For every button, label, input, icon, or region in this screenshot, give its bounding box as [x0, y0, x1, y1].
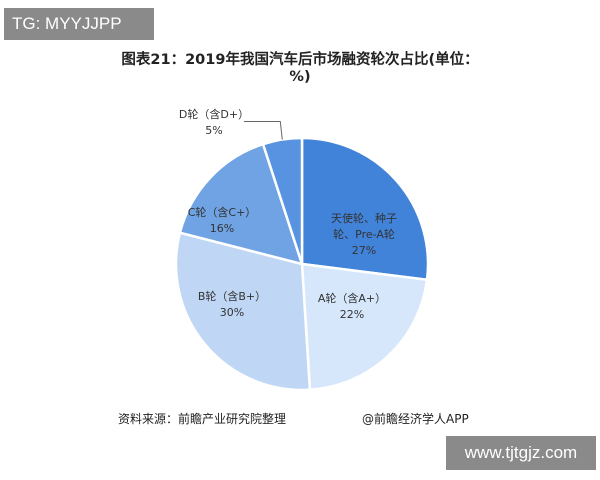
slice-label: 轮、Pre-A轮: [333, 227, 395, 241]
slice-label: B轮（含B+）: [198, 289, 266, 303]
source-note: 资料来源：前瞻产业研究院整理: [118, 412, 287, 426]
site-tag: www.tjtgjz.com: [446, 436, 596, 470]
credit-note: @前瞻经济学人APP: [362, 412, 469, 426]
slice-value-label: 16%: [210, 222, 234, 235]
slice-value-label: 5%: [205, 124, 222, 137]
tg-tag: TG: MYYJJPP: [4, 8, 154, 40]
pie-slice: [300, 136, 430, 282]
slice-value-label: 27%: [352, 244, 376, 257]
slice-label: 天使轮、种子: [331, 211, 397, 225]
leader-line: [244, 121, 283, 140]
slice-label: A轮（含A+）: [318, 291, 386, 305]
pie-slice: [300, 262, 429, 392]
pie-slice: [174, 231, 312, 392]
pie-slice: [261, 136, 304, 265]
slice-label: C轮（含C+）: [188, 205, 257, 219]
slice-value-label: 30%: [220, 306, 244, 319]
slice-value-label: 22%: [340, 308, 364, 321]
chart-title: 图表21：2019年我国汽车后市场融资轮次占比(单位：%): [121, 52, 479, 85]
slice-label: D轮（含D+）: [179, 107, 249, 121]
